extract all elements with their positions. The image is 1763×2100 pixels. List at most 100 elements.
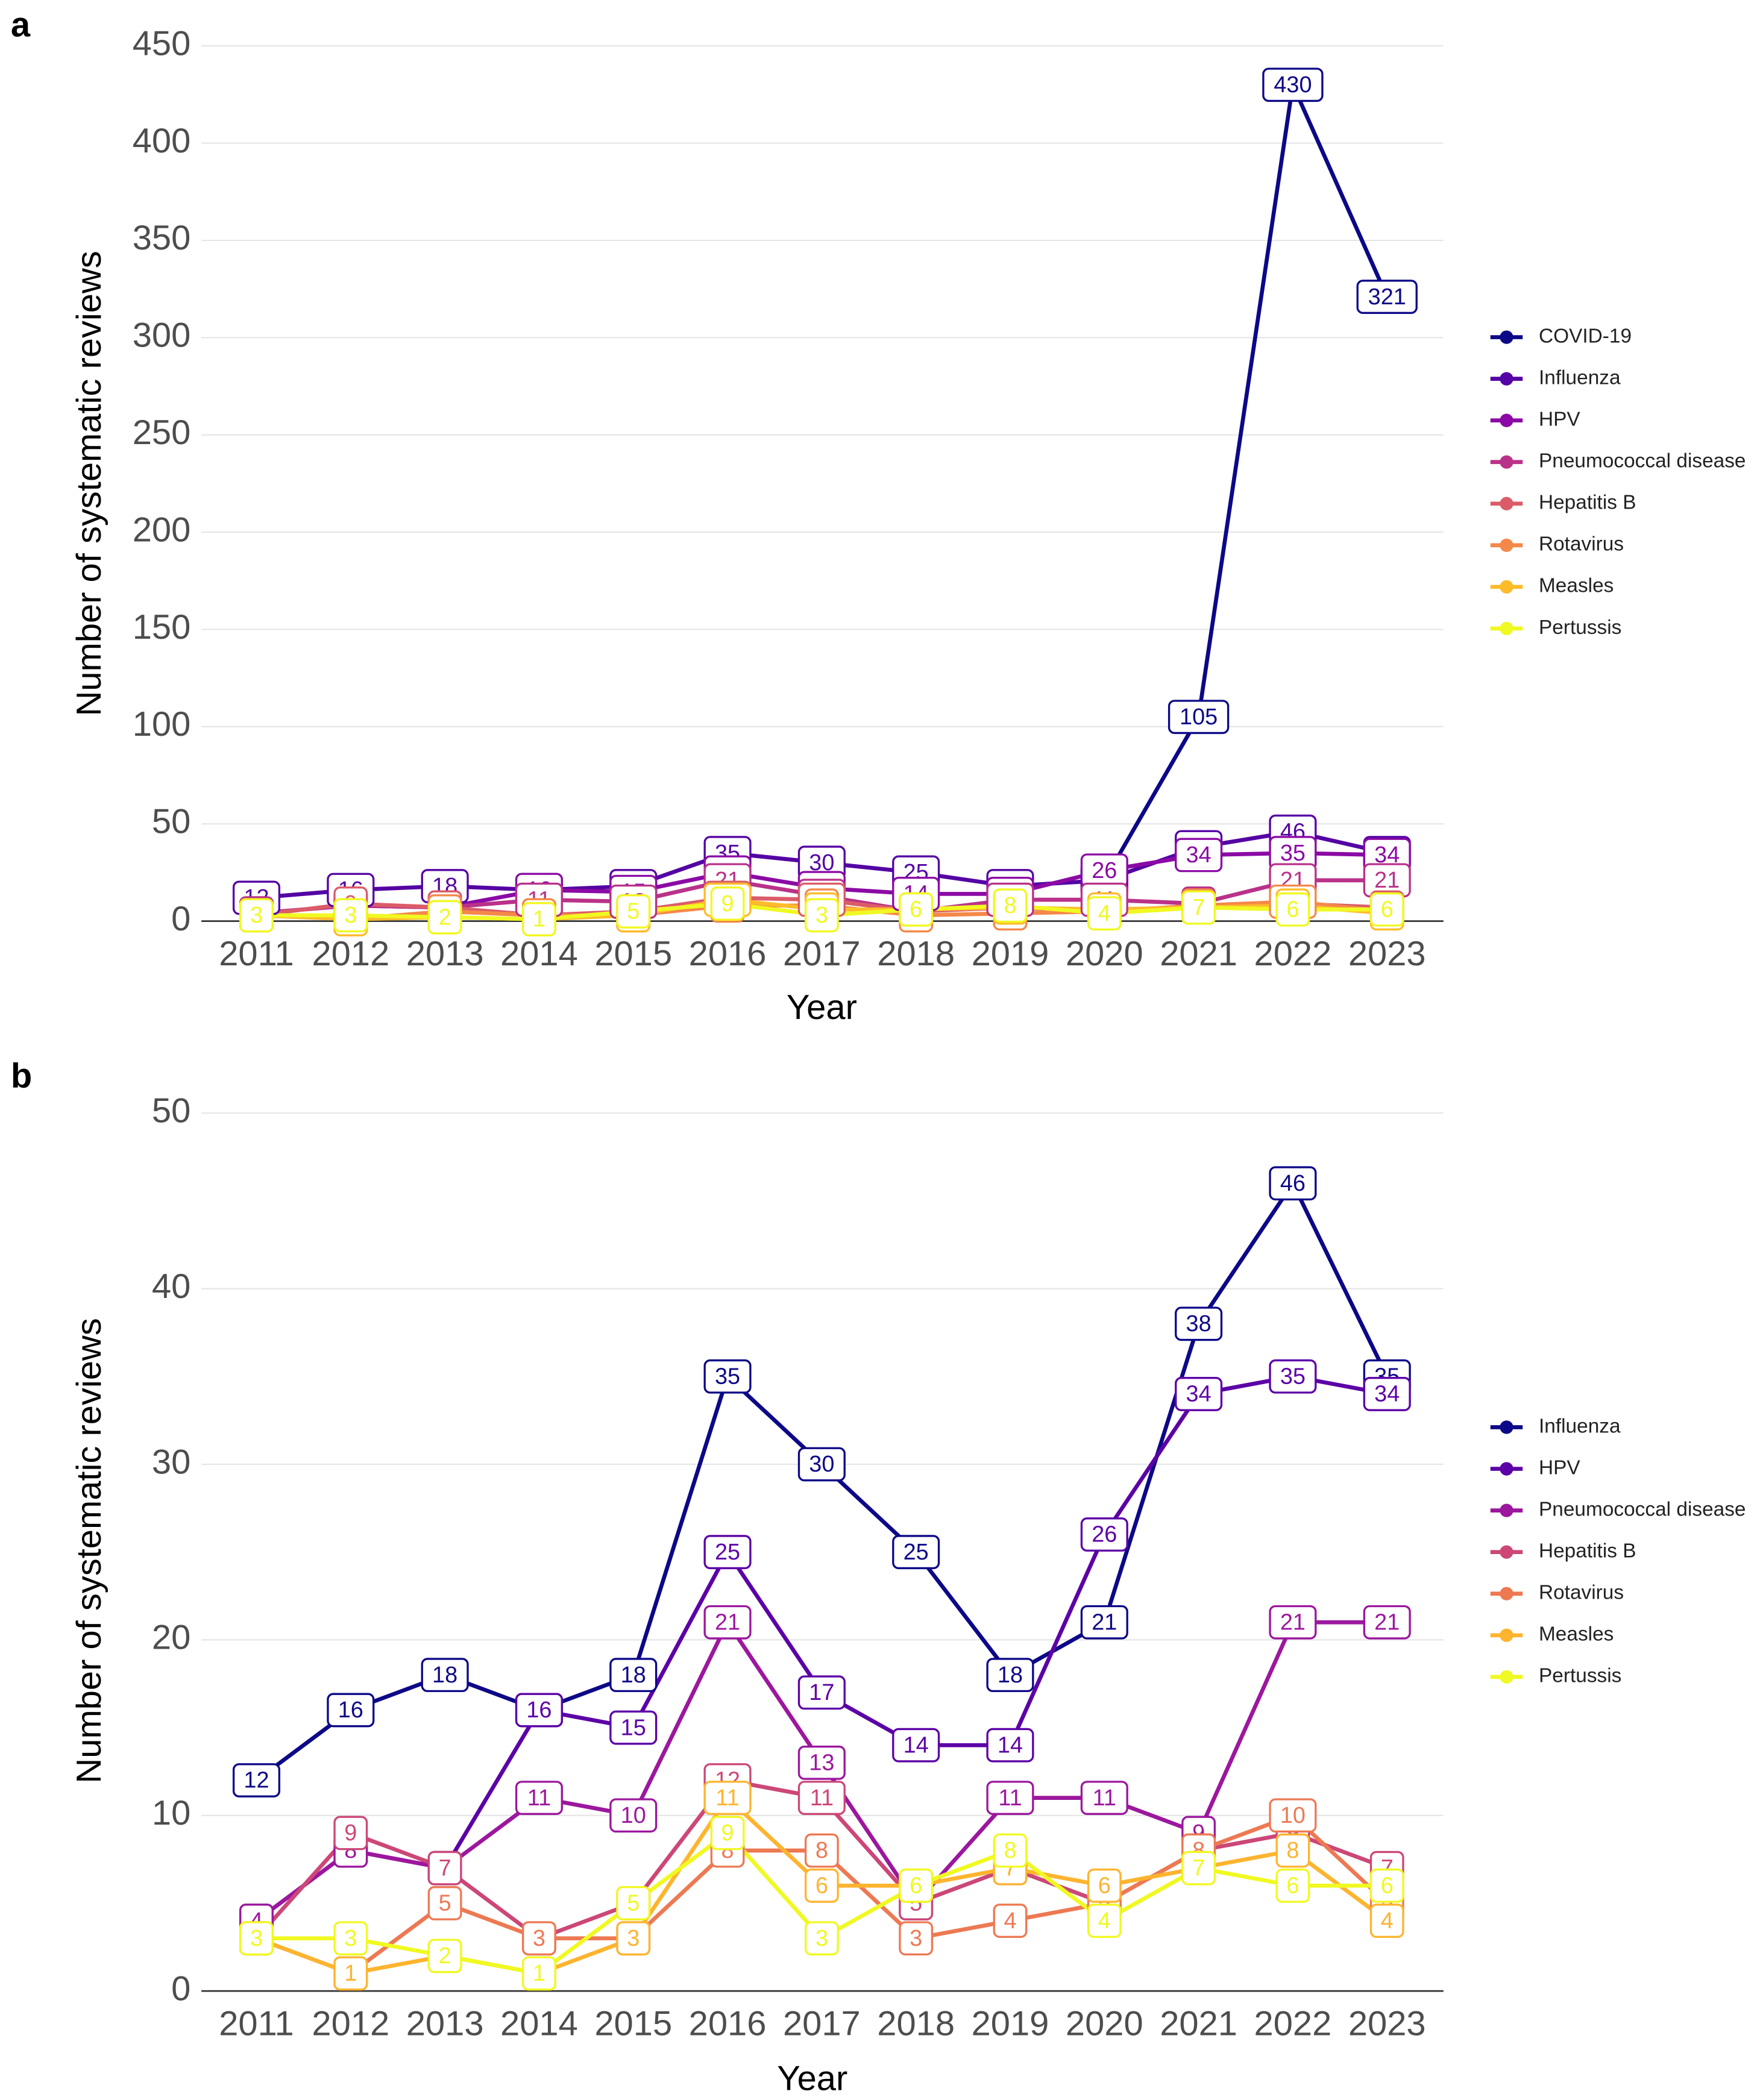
y-tick-label: 450: [133, 24, 191, 63]
legend-label: Pertussis: [1539, 616, 1621, 639]
data-label: 26: [1092, 858, 1117, 883]
x-tick-label: 2011: [219, 2004, 294, 2043]
x-tick-label: 2023: [1348, 935, 1426, 973]
label-box: [1363, 1605, 1411, 1640]
legend-marker: [1500, 1587, 1513, 1600]
label-box: [1269, 1605, 1317, 1640]
data-label: 14: [998, 1732, 1023, 1758]
legend-label: Pneumococcal disease: [1539, 1498, 1746, 1520]
y-tick-label: 30: [152, 1443, 190, 1481]
label-box: [522, 902, 556, 936]
data-label: 5: [627, 899, 640, 924]
data-label: 3: [533, 1926, 545, 1951]
label-box: [710, 886, 745, 921]
series-line: [1102, 77, 1389, 882]
data-label: 105: [1180, 704, 1218, 730]
y-tick-label: 350: [133, 219, 191, 257]
x-tick-label: 2011: [219, 935, 294, 973]
label-box: [1175, 1377, 1223, 1411]
legend-marker: [1500, 497, 1513, 510]
label-box: [327, 1693, 375, 1728]
label-box: [1080, 1605, 1128, 1640]
label-box: [804, 1921, 839, 1956]
label-box: [1363, 1377, 1411, 1411]
label-box: [703, 1605, 752, 1640]
label-box: [609, 1658, 658, 1693]
label-box: [892, 1728, 940, 1763]
label-box: [427, 1886, 462, 1920]
data-label: 16: [338, 1697, 363, 1723]
label-box: [986, 1781, 1034, 1816]
data-label: 25: [715, 1540, 740, 1565]
data-label: 7: [1192, 895, 1205, 920]
label-box: [993, 1904, 1028, 1938]
label-box: [892, 1535, 940, 1570]
y-axis-title: Number of systematic reviews: [70, 251, 108, 716]
label-box: [1369, 1904, 1404, 1938]
label-box: [1269, 1166, 1317, 1201]
data-label: 11: [715, 1785, 739, 1811]
legend-marker: [1500, 455, 1513, 469]
x-tick-label: 2014: [500, 935, 578, 973]
label-box: [1080, 1517, 1128, 1552]
legend-label: Hepatitis B: [1539, 1540, 1636, 1562]
data-label: 35: [1280, 1364, 1306, 1390]
y-tick-label: 40: [152, 1267, 190, 1306]
legend-label: Influenza: [1539, 366, 1621, 389]
x-tick-label: 2016: [689, 935, 767, 973]
data-label: 6: [1286, 1873, 1299, 1899]
label-box: [797, 1447, 846, 1482]
data-label: 10: [1280, 1803, 1306, 1828]
legend-marker: [1500, 372, 1513, 386]
x-tick-label: 2020: [1066, 2004, 1143, 2043]
x-tick-label: 2022: [1254, 2004, 1332, 2043]
label-box: [899, 892, 934, 927]
label-box: [1087, 1904, 1122, 1938]
label-box: [986, 1728, 1034, 1763]
data-label: 321: [1368, 284, 1406, 310]
x-tick-label: 2017: [783, 2004, 861, 2043]
label-box: [993, 1833, 1028, 1868]
data-label: 21: [1280, 1609, 1306, 1635]
label-box: [522, 1921, 556, 1956]
label-box: [1167, 700, 1230, 735]
label-box: [239, 1921, 274, 1956]
label-box: [427, 1939, 462, 1973]
legend-marker: [1500, 1503, 1513, 1517]
y-tick-label: 100: [133, 705, 191, 744]
legend-label: Influenza: [1539, 1415, 1621, 1437]
data-label: 4: [1098, 1908, 1111, 1934]
label-box: [899, 1921, 934, 1956]
data-label: 6: [1381, 1873, 1394, 1899]
label-box: [1080, 1781, 1128, 1816]
x-tick-label: 2021: [1160, 2004, 1237, 2043]
label-box: [1275, 1868, 1310, 1903]
label-box: [1262, 67, 1324, 102]
label-box: [333, 1956, 368, 1991]
legend-marker: [1500, 1462, 1513, 1476]
panel-label: a: [11, 5, 31, 44]
data-label: 3: [250, 903, 263, 928]
data-label: 3: [250, 1926, 263, 1951]
y-tick-label: 50: [152, 1091, 190, 1130]
label-box: [522, 1956, 556, 1991]
data-label: 6: [910, 1873, 922, 1899]
legend-label: COVID-19: [1539, 325, 1632, 347]
y-tick-label: 50: [152, 803, 190, 841]
x-tick-label: 2023: [1348, 2004, 1426, 2043]
label-box: [993, 888, 1028, 923]
x-tick-label: 2019: [972, 935, 1049, 973]
data-label: 6: [910, 897, 922, 922]
label-box: [1087, 896, 1122, 931]
data-label: 430: [1274, 72, 1312, 98]
data-label: 34: [1374, 1382, 1400, 1407]
x-tick-label: 2021: [1160, 935, 1237, 973]
label-box: [703, 1535, 752, 1570]
data-label: 7: [439, 1855, 451, 1881]
label-box: [239, 898, 274, 933]
label-box: [1269, 1359, 1317, 1394]
label-box: [616, 1921, 651, 1956]
legend-label: Rotavirus: [1539, 533, 1624, 556]
x-tick-label: 2015: [594, 935, 672, 973]
label-box: [1275, 1833, 1310, 1868]
